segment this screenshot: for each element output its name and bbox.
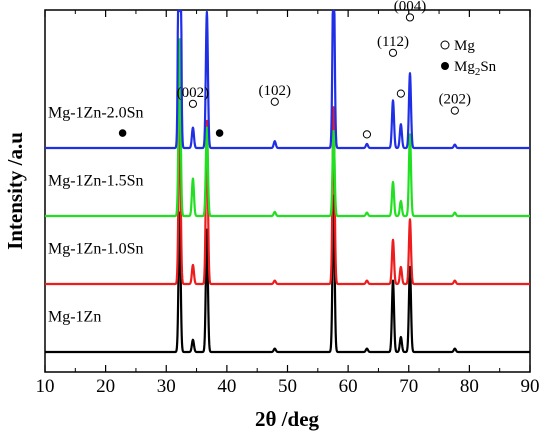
x-tick-label: 40 xyxy=(217,376,236,397)
mg-marker xyxy=(362,130,372,139)
mg-marker xyxy=(270,97,279,106)
mg-marker xyxy=(450,106,459,115)
legend: Mg Mg2Sn xyxy=(440,38,497,78)
x-axis-title: 2θ /deg xyxy=(255,407,320,431)
legend-label-mg2sn: Mg2Sn xyxy=(454,59,497,78)
series-label: Mg-1Zn xyxy=(48,308,101,325)
legend-label-mg2sn-suffix: Sn xyxy=(480,59,496,75)
x-tick-label: 10 xyxy=(36,376,55,397)
mg2sn-marker xyxy=(118,129,127,137)
legend-marker-mg xyxy=(440,40,450,50)
peak-label: (112) xyxy=(377,34,409,50)
peak-label: (004) xyxy=(394,0,427,14)
peak-label: (202) xyxy=(439,92,472,108)
mg-marker xyxy=(388,48,398,57)
x-tick-label: 60 xyxy=(339,376,358,397)
x-tick-label: 90 xyxy=(521,376,540,397)
series-line xyxy=(44,9,531,150)
x-tick-label: 20 xyxy=(96,376,115,397)
x-tick-label: 50 xyxy=(278,376,297,397)
mg-marker xyxy=(405,13,415,22)
mg2sn-marker xyxy=(215,129,224,137)
x-tick-label: 80 xyxy=(460,376,479,397)
x-tick-label: 30 xyxy=(157,376,176,397)
peak-label: (002) xyxy=(177,85,210,101)
y-axis-title: Intensity /a.u xyxy=(3,132,27,250)
series-line xyxy=(44,194,531,354)
peak-label: (102) xyxy=(259,83,292,99)
series-line xyxy=(44,102,531,286)
legend-label-mg: Mg xyxy=(454,38,475,54)
series-label-layer: Mg-1Zn-2.0Sn Mg-1Zn-1.5Sn Mg-1Zn-1.0Sn Mg-1… xyxy=(48,104,144,325)
x-tick-label: 70 xyxy=(399,376,418,397)
series-layer xyxy=(44,9,531,354)
series-label: Mg-1Zn-1.5Sn xyxy=(48,172,144,189)
legend-marker-mg2sn xyxy=(441,62,449,70)
series-line xyxy=(44,38,531,218)
marker-layer xyxy=(118,13,459,139)
mg-marker xyxy=(396,89,405,98)
legend-label-mg2sn-sub: 2 xyxy=(475,66,481,78)
legend-label-mg2sn-base: Mg xyxy=(454,59,475,75)
mg-marker xyxy=(188,99,198,108)
series-label: Mg-1Zn-1.0Sn xyxy=(48,240,144,257)
peak-label-layer: (100)(002)(101)(102)(110)(112)(004)(202) xyxy=(177,0,472,108)
series-label: Mg-1Zn-2.0Sn xyxy=(48,104,144,121)
x-axis-ticks: 10 20 30 40 50 60 70 80 90 xyxy=(36,10,540,397)
